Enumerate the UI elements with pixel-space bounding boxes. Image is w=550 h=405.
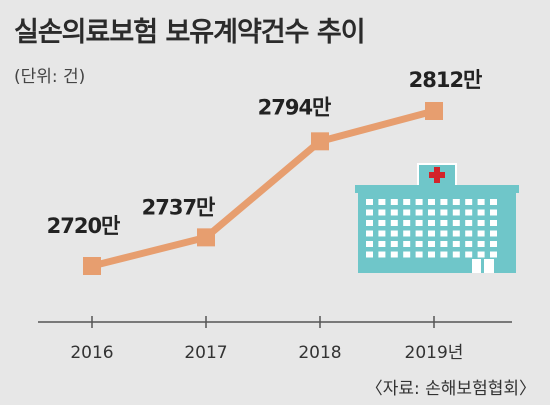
hospital-window	[390, 199, 398, 205]
hospital-window	[477, 241, 485, 247]
hospital-window	[452, 209, 460, 216]
hospital-window	[490, 220, 497, 226]
hospital-window	[403, 199, 411, 205]
hospital-window	[378, 199, 386, 205]
hospital-window	[452, 241, 460, 247]
hospital-window	[390, 209, 398, 216]
hospital-window	[415, 209, 423, 216]
data-label: 2812만	[409, 68, 482, 92]
hospital-window	[452, 220, 460, 226]
hospital-window	[366, 230, 373, 237]
hospital-window	[415, 199, 423, 205]
hospital-window	[440, 251, 448, 258]
hospital-windows	[366, 199, 497, 258]
data-markers	[83, 102, 443, 275]
hospital-window	[378, 241, 386, 247]
hospital-window	[378, 220, 386, 226]
chart-title: 실손의료보험 보유계약건수 추이	[14, 17, 366, 48]
hospital-window	[452, 251, 460, 258]
hospital-window	[490, 199, 497, 205]
hospital-window	[465, 251, 473, 258]
hospital-window	[366, 251, 373, 258]
hospital-window	[490, 209, 497, 216]
x-tick-label: 2019년	[405, 343, 464, 363]
hospital-door-frame	[481, 259, 484, 273]
hospital-window	[465, 230, 473, 237]
source-note: 〈자료: 손해보험협회〉	[365, 379, 536, 399]
hospital-window	[403, 251, 411, 258]
hospital-window	[477, 220, 485, 226]
hospital-window	[366, 220, 373, 226]
hospital-window	[452, 199, 460, 205]
hospital-window	[440, 230, 448, 237]
hospital-window	[428, 230, 435, 237]
hospital-window	[378, 209, 386, 216]
hospital-roof	[355, 185, 519, 193]
data-labels: 2720만 2737만 2794만 2812만	[47, 68, 483, 238]
x-tick-label: 2016	[70, 343, 113, 363]
hospital-window	[366, 199, 373, 205]
hospital-window	[428, 251, 435, 258]
hospital-window	[390, 230, 398, 237]
hospital-window	[403, 230, 411, 237]
x-tick-label: 2017	[184, 343, 227, 363]
hospital-window	[477, 230, 485, 237]
hospital-window	[415, 241, 423, 247]
hospital-window	[403, 209, 411, 216]
hospital-window	[440, 241, 448, 247]
hospital-cross-horizontal	[429, 172, 445, 178]
hospital-window	[440, 209, 448, 216]
data-label: 2737만	[142, 195, 215, 219]
hospital-window	[366, 209, 373, 216]
data-marker	[83, 257, 101, 275]
hospital-window	[477, 199, 485, 205]
data-marker	[197, 228, 215, 247]
hospital-window	[390, 241, 398, 247]
x-tick-labels: 2016 2017 2018 2019년	[70, 343, 463, 363]
hospital-window	[452, 230, 460, 237]
hospital-window	[490, 251, 497, 258]
hospital-building-icon	[355, 163, 519, 273]
data-marker	[425, 102, 443, 120]
hospital-window	[415, 220, 423, 226]
hospital-window	[465, 199, 473, 205]
hospital-window	[366, 241, 373, 247]
x-tick-label: 2018	[298, 343, 341, 363]
hospital-window	[403, 220, 411, 226]
hospital-window	[428, 199, 435, 205]
data-label: 2720만	[47, 214, 120, 238]
hospital-window	[440, 199, 448, 205]
hospital-window	[477, 251, 485, 258]
hospital-window	[465, 209, 473, 216]
hospital-window	[390, 220, 398, 226]
hospital-window	[415, 251, 423, 258]
hospital-window	[490, 230, 497, 237]
data-label: 2794만	[258, 95, 331, 119]
hospital-window	[440, 220, 448, 226]
hospital-window	[428, 241, 435, 247]
hospital-window	[465, 241, 473, 247]
hospital-window	[378, 230, 386, 237]
data-marker	[311, 132, 329, 151]
hospital-window	[465, 220, 473, 226]
hospital-window	[477, 209, 485, 216]
series-line	[91, 107, 435, 270]
hospital-window	[378, 251, 386, 258]
unit-note: (단위: 건)	[14, 67, 86, 87]
hospital-window	[428, 220, 435, 226]
hospital-window	[390, 251, 398, 258]
hospital-window	[490, 241, 497, 247]
hospital-window	[428, 209, 435, 216]
hospital-window	[415, 230, 423, 237]
hospital-window	[403, 241, 411, 247]
x-ticks	[91, 316, 435, 328]
